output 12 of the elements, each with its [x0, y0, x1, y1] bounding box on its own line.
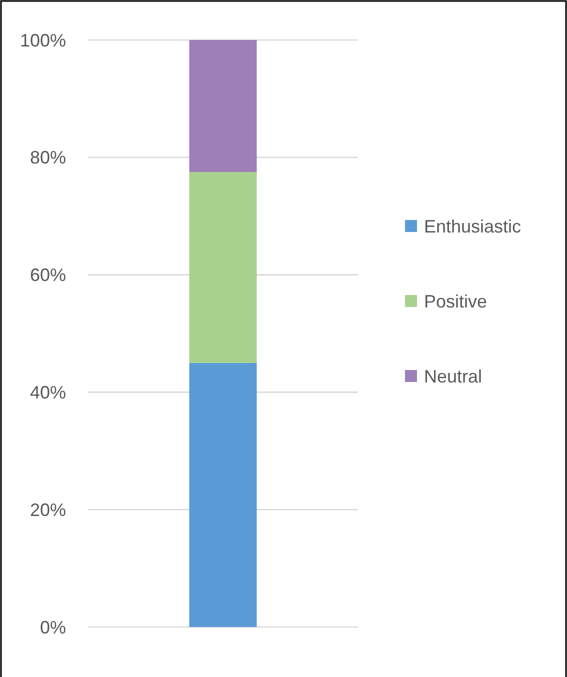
y-tick-label: 100% — [20, 30, 66, 50]
legend-label: Enthusiastic — [424, 216, 522, 236]
bar — [189, 172, 257, 363]
y-tick-label: 80% — [30, 148, 66, 168]
y-tick-label: 60% — [30, 265, 66, 286]
y-tick-label: 20% — [30, 500, 66, 520]
y-tick-label: 40% — [30, 382, 66, 402]
legend-label: Positive — [424, 291, 488, 312]
bar — [189, 40, 257, 172]
legend-label: Neutral — [424, 366, 482, 386]
bar — [189, 362, 257, 627]
y-tick-label: 0% — [40, 617, 66, 638]
